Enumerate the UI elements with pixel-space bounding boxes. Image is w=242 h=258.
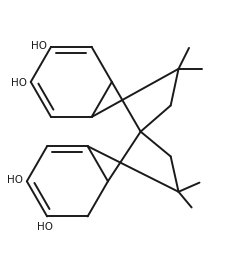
- Text: HO: HO: [37, 222, 53, 232]
- Text: HO: HO: [11, 78, 27, 88]
- Text: HO: HO: [31, 41, 47, 51]
- Text: HO: HO: [7, 175, 23, 185]
